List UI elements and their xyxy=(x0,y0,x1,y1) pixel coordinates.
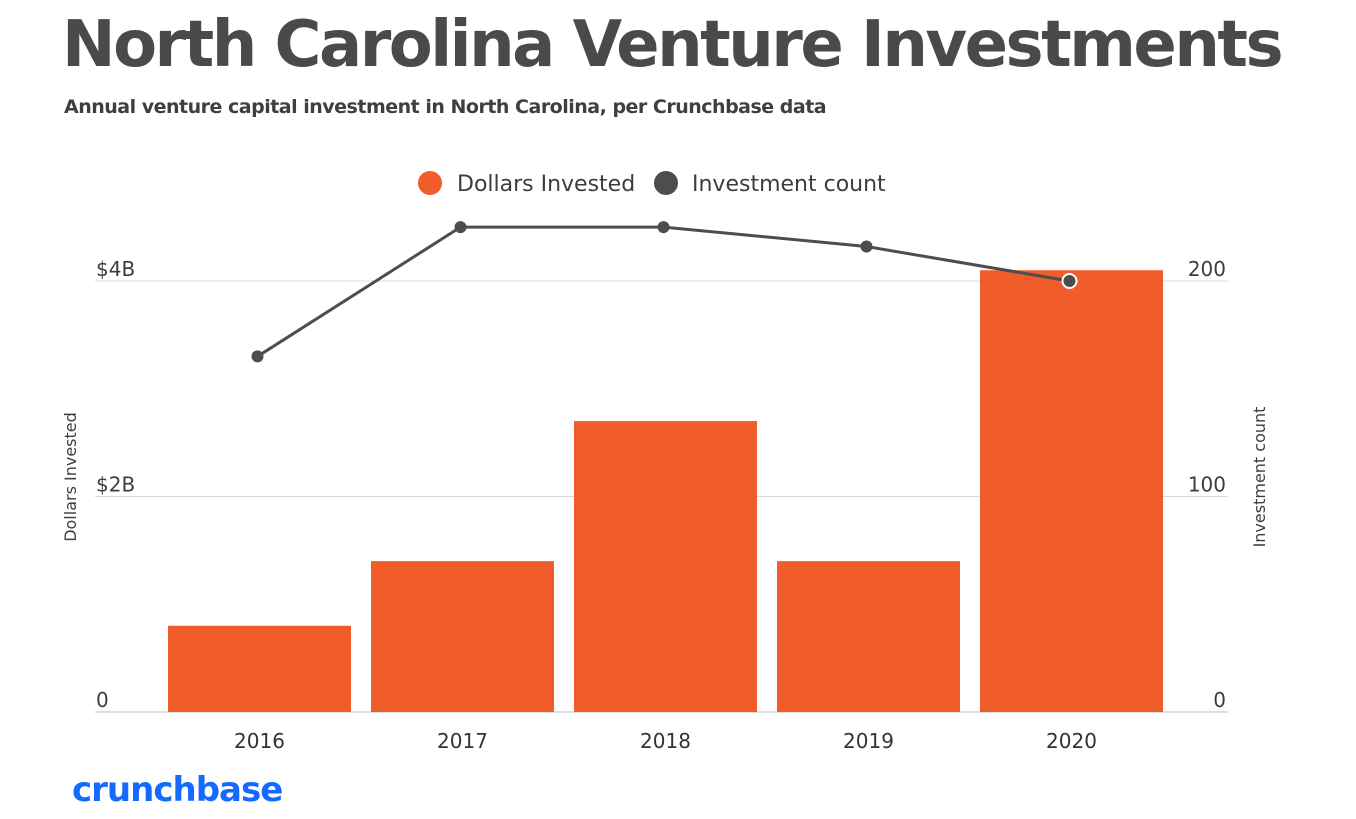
left-axis-label: Dollars Invested xyxy=(61,412,80,542)
legend-dollars-marker xyxy=(418,171,442,195)
left-tick-label: $4B xyxy=(96,257,135,281)
crunchbase-logo: crunchbase xyxy=(72,770,283,810)
investment-count-point-2020 xyxy=(1061,273,1078,289)
bar-2020 xyxy=(980,270,1163,712)
investment-count-point-2017 xyxy=(454,221,467,234)
x-tick-label: 2017 xyxy=(437,729,488,753)
investment-count-point-2019 xyxy=(860,240,873,253)
x-tick-label: 2016 xyxy=(234,729,285,753)
investment-count-point-2018 xyxy=(657,221,670,234)
right-tick-label: 100 xyxy=(1188,473,1226,497)
x-tick-label: 2018 xyxy=(640,729,691,753)
left-tick-label: 0 xyxy=(96,688,109,712)
investment-count-line xyxy=(256,225,1070,358)
left-tick-label: $2B xyxy=(96,473,135,497)
legend-dollars-label: Dollars Invested xyxy=(457,172,635,197)
right-tick-label: 200 xyxy=(1188,257,1226,281)
right-axis-label: Investment count xyxy=(1250,407,1269,548)
chart-title: North Carolina Venture Investments xyxy=(62,8,1284,82)
bar-2019 xyxy=(777,561,960,712)
x-tick-label: 2019 xyxy=(843,729,894,753)
bar-2018 xyxy=(574,421,757,712)
bar-2017 xyxy=(371,561,554,712)
right-tick-label: 0 xyxy=(1213,688,1226,712)
x-tick-label: 2020 xyxy=(1046,729,1097,753)
legend-count-marker xyxy=(654,171,678,195)
chart-subtitle: Annual venture capital investment in Nor… xyxy=(64,96,827,118)
legend-count-label: Investment count xyxy=(692,172,886,197)
investment-count-point-2016 xyxy=(251,350,264,363)
bar-2016 xyxy=(168,625,351,712)
